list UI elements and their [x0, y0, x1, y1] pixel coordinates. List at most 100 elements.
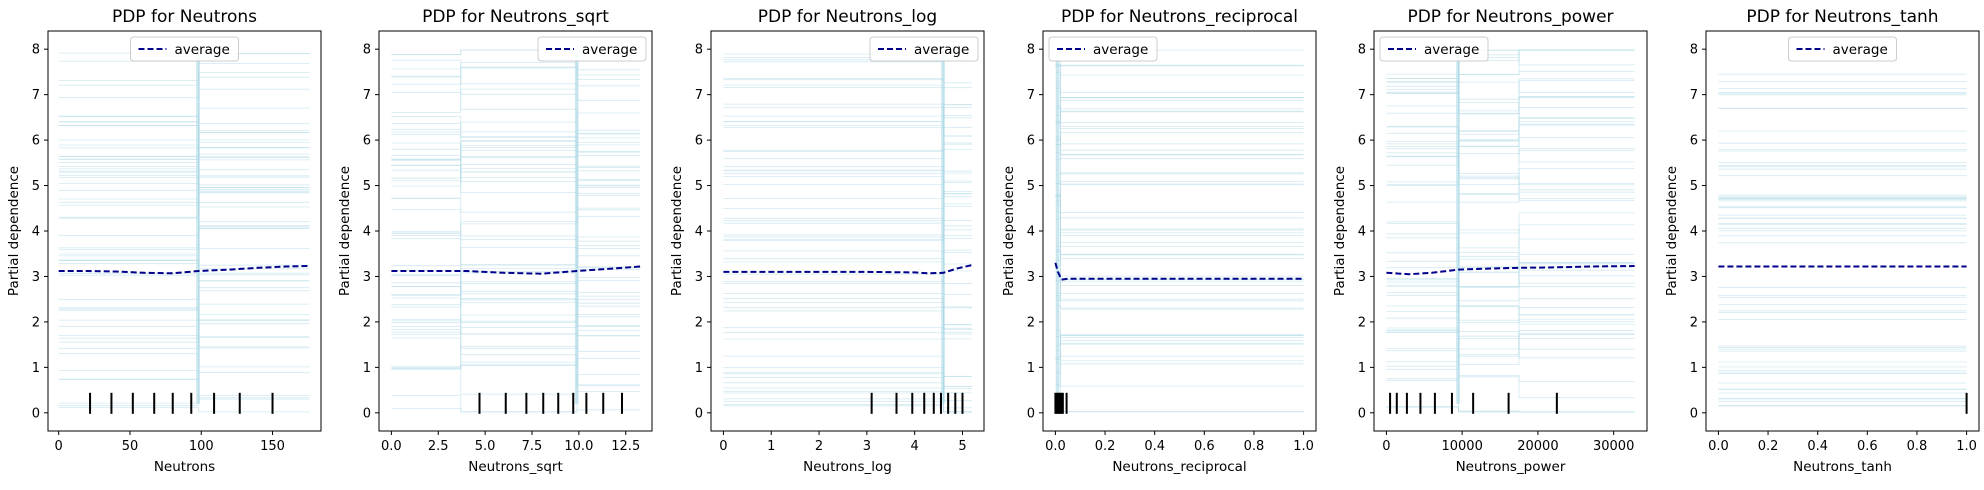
ice-curves: [1386, 49, 1635, 413]
legend: average: [537, 36, 647, 62]
ice-curves: [1055, 49, 1304, 413]
ice-curve: [1386, 305, 1635, 333]
panel-title: PDP for Neutrons_tanh: [1746, 7, 1938, 27]
y-axis-label: Partial dependence: [669, 166, 685, 296]
ice-curve: [1386, 266, 1635, 284]
y-tick-label: 8: [1027, 43, 1035, 58]
y-tick-label: 1: [1027, 361, 1035, 376]
legend-label: average: [914, 42, 969, 58]
ice-curve: [1055, 337, 1304, 363]
ice-curve: [1386, 318, 1635, 363]
ice-curve: [391, 151, 641, 179]
ice-curve: [1055, 305, 1304, 309]
ice-curve: [58, 353, 310, 368]
legend: average: [1788, 36, 1897, 62]
ice-curve: [1386, 376, 1635, 382]
ice-curve: [391, 76, 641, 87]
legend: average: [1379, 36, 1489, 62]
x-tick-label: 0.2: [1758, 439, 1779, 454]
ice-curve: [391, 67, 641, 77]
pdp-panel-3: 0 1 2 3 4 5 0 1 2 3 4 5 6 7 8 PDP for Neutrons_log Neutr…: [669, 7, 985, 475]
ice-curve: [1055, 334, 1304, 360]
x-tick-label: 5.0: [475, 439, 496, 454]
legend: average: [130, 36, 239, 62]
ice-curve: [391, 141, 641, 171]
y-tick-label: 4: [32, 225, 40, 240]
ice-curve: [1386, 238, 1635, 287]
ice-curve: [58, 347, 310, 380]
x-tick-label: 0.4: [1144, 439, 1165, 454]
legend-label: average: [175, 42, 230, 58]
ice-curve: [391, 280, 641, 322]
ice-curve: [1055, 363, 1304, 385]
y-tick-label: 7: [1690, 88, 1698, 103]
ice-curves: [391, 49, 641, 413]
ice-curve: [1386, 279, 1635, 302]
ice-curve: [1055, 311, 1304, 344]
ice-curve: [391, 269, 641, 300]
ice-curve: [1386, 97, 1635, 114]
ice-curve: [1386, 118, 1635, 150]
ice-curve: [58, 319, 310, 348]
y-tick-label: 1: [363, 361, 371, 376]
ice-curve: [391, 232, 641, 247]
ice-curve: [723, 273, 972, 295]
ice-curve: [391, 144, 641, 161]
ice-curve: [1055, 228, 1304, 247]
y-tick-label: 4: [1690, 225, 1698, 240]
average-line: [58, 265, 310, 275]
ice-curve: [723, 180, 972, 209]
ice-curve: [58, 314, 310, 336]
y-tick-label: 6: [1690, 134, 1698, 149]
ice-curve: [1386, 177, 1635, 185]
ice-curve: [391, 275, 641, 307]
x-tick-label: 0: [719, 439, 727, 454]
ice-curve: [723, 258, 972, 265]
ice-curve: [1055, 152, 1304, 155]
ice-curve: [1386, 96, 1635, 134]
x-tick-label: 0.8: [1907, 439, 1928, 454]
y-tick-label: 0: [1358, 406, 1366, 421]
average-line: [1054, 262, 1304, 281]
x-tick-label: 7.5: [522, 439, 543, 454]
y-tick-label: 2: [32, 315, 40, 330]
ice-curve: [1055, 131, 1304, 145]
ice-curve: [1386, 335, 1635, 349]
ice-curve: [723, 355, 972, 387]
ice-curve: [1386, 92, 1635, 122]
ice-curve: [58, 370, 310, 374]
y-axis-label: Partial dependence: [6, 166, 22, 296]
panel-title: PDP for Neutrons: [112, 7, 257, 27]
y-tick-label: 2: [1358, 315, 1366, 330]
ice-curve: [1055, 139, 1304, 156]
x-axis-label: Neutrons_tanh: [1793, 459, 1892, 475]
ice-curve: [723, 250, 972, 284]
y-tick-label: 8: [32, 43, 40, 58]
ice-curve: [58, 272, 310, 281]
legend-box: [1788, 36, 1897, 62]
y-tick-label: 1: [1690, 361, 1698, 376]
y-axis-label: Partial dependence: [337, 166, 353, 296]
ice-curve: [1055, 334, 1304, 358]
ice-curve: [1055, 111, 1304, 140]
y-tick-label: 1: [32, 361, 40, 376]
x-tick-label: 2: [815, 439, 823, 454]
ice-curve: [391, 366, 641, 395]
ice-curve: [1055, 270, 1304, 277]
ice-curve: [1055, 278, 1304, 301]
ice-curve: [723, 367, 972, 394]
axes-frame: [1373, 30, 1648, 432]
ice-curve: [391, 164, 641, 209]
ice-curve: [58, 76, 310, 86]
legend: average: [869, 36, 979, 62]
ice-curve: [1055, 349, 1304, 387]
x-tick-label: 2.5: [428, 439, 449, 454]
ice-curve: [1055, 360, 1304, 374]
ice-curve: [1055, 272, 1304, 302]
x-tick-label: 0: [55, 439, 63, 454]
ice-curve: [391, 133, 641, 160]
y-tick-label: 3: [1027, 270, 1035, 285]
ice-curve: [723, 107, 972, 128]
y-tick-label: 3: [32, 270, 40, 285]
